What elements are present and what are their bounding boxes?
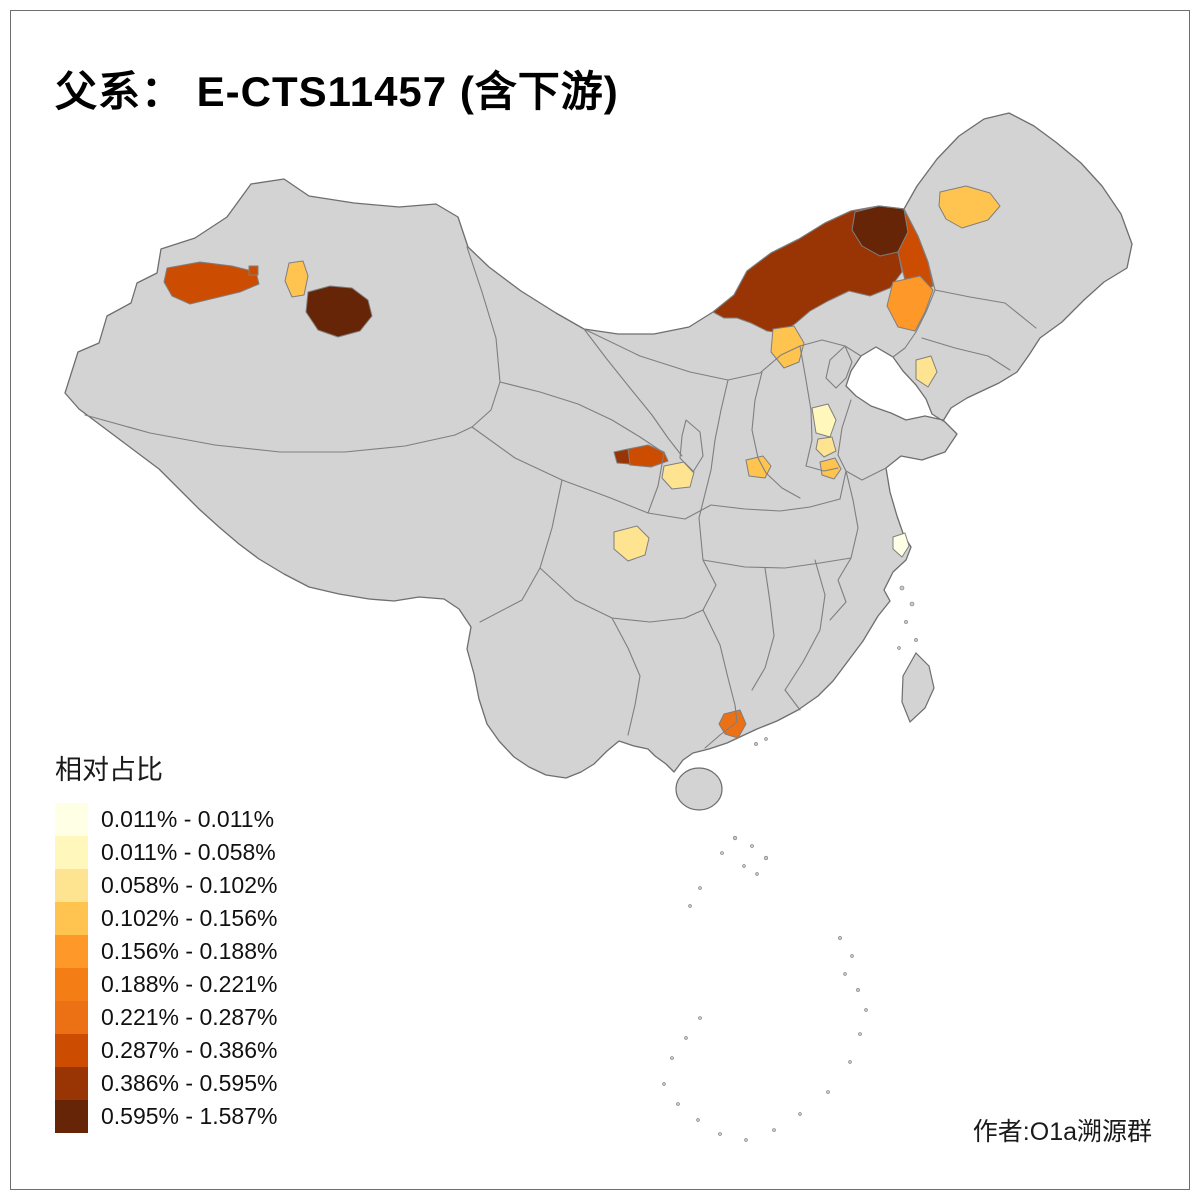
region-hebei-north	[770, 325, 805, 369]
taiwan-island	[901, 652, 935, 724]
legend-title: 相对占比	[55, 755, 163, 785]
legend-item: 0.595% - 1.587%	[55, 1100, 277, 1133]
region-liaoning-west	[886, 275, 934, 332]
region-xinjiang-urumqi	[284, 260, 309, 298]
legend-item: 0.058% - 0.102%	[55, 869, 277, 902]
legend-swatch	[55, 803, 88, 836]
legend-item: 0.102% - 0.156%	[55, 902, 277, 935]
legend-label: 0.386% - 0.595%	[101, 1070, 278, 1096]
legend-swatch	[55, 869, 88, 902]
legend: 相对占比 0.011% - 0.011% 0.011% - 0.058% 0.0…	[55, 748, 277, 1133]
legend-label: 0.011% - 0.011%	[101, 806, 275, 832]
region-liaodong-south	[915, 355, 938, 388]
legend-item: 0.011% - 0.058%	[55, 836, 277, 869]
legend-label: 0.156% - 0.188%	[101, 938, 278, 964]
region-shanxi-central-upper	[811, 403, 837, 438]
legend-swatch	[55, 902, 88, 935]
region-shandong-west	[819, 457, 842, 480]
legend-item: 0.221% - 0.287%	[55, 1001, 277, 1034]
legend-label: 0.221% - 0.287%	[101, 1004, 278, 1030]
legend-item: 0.386% - 0.595%	[55, 1067, 277, 1100]
legend-label: 0.595% - 1.587%	[101, 1103, 278, 1129]
region-xinjiang-ili	[163, 261, 260, 305]
map-title: 父系： E-CTS11457 (含下游)	[55, 68, 619, 115]
region-sichuan-central	[613, 525, 650, 562]
region-heilongjiang-west	[938, 185, 1001, 229]
legend-item: 0.156% - 0.188%	[55, 935, 277, 968]
legend-item: 0.287% - 0.386%	[55, 1034, 277, 1067]
legend-swatch	[55, 836, 88, 869]
legend-label: 0.011% - 0.058%	[101, 839, 276, 865]
region-gansu-strip-west	[613, 448, 631, 465]
legend-swatch	[55, 1067, 88, 1100]
legend-swatch	[55, 1034, 88, 1067]
legend-swatch	[55, 1100, 88, 1133]
author-credit: 作者:O1a溯源群	[972, 1118, 1152, 1146]
region-shanxi-central-lower	[815, 436, 837, 458]
legend-label: 0.287% - 0.386%	[101, 1037, 278, 1063]
legend-swatch	[55, 1001, 88, 1034]
islands	[662, 585, 935, 1142]
legend-swatch	[55, 935, 88, 968]
south-china-sea-islands	[662, 835, 868, 1142]
province-borders	[84, 208, 1037, 749]
legend-swatch	[55, 968, 88, 1001]
legend-label: 0.058% - 0.102%	[101, 872, 278, 898]
colored-regions	[163, 185, 1001, 739]
legend-label: 0.188% - 0.221%	[101, 971, 278, 997]
region-shanghai	[892, 532, 910, 558]
region-shanxi-south	[745, 455, 772, 479]
region-xinjiang-small	[248, 265, 259, 276]
legend-label: 0.102% - 0.156%	[101, 905, 278, 931]
coastal-islets	[754, 585, 918, 746]
hainan-island	[675, 767, 723, 811]
legend-item: 0.188% - 0.221%	[55, 968, 277, 1001]
legend-item: 0.011% - 0.011%	[55, 803, 277, 836]
region-xinjiang-changji	[305, 285, 373, 338]
